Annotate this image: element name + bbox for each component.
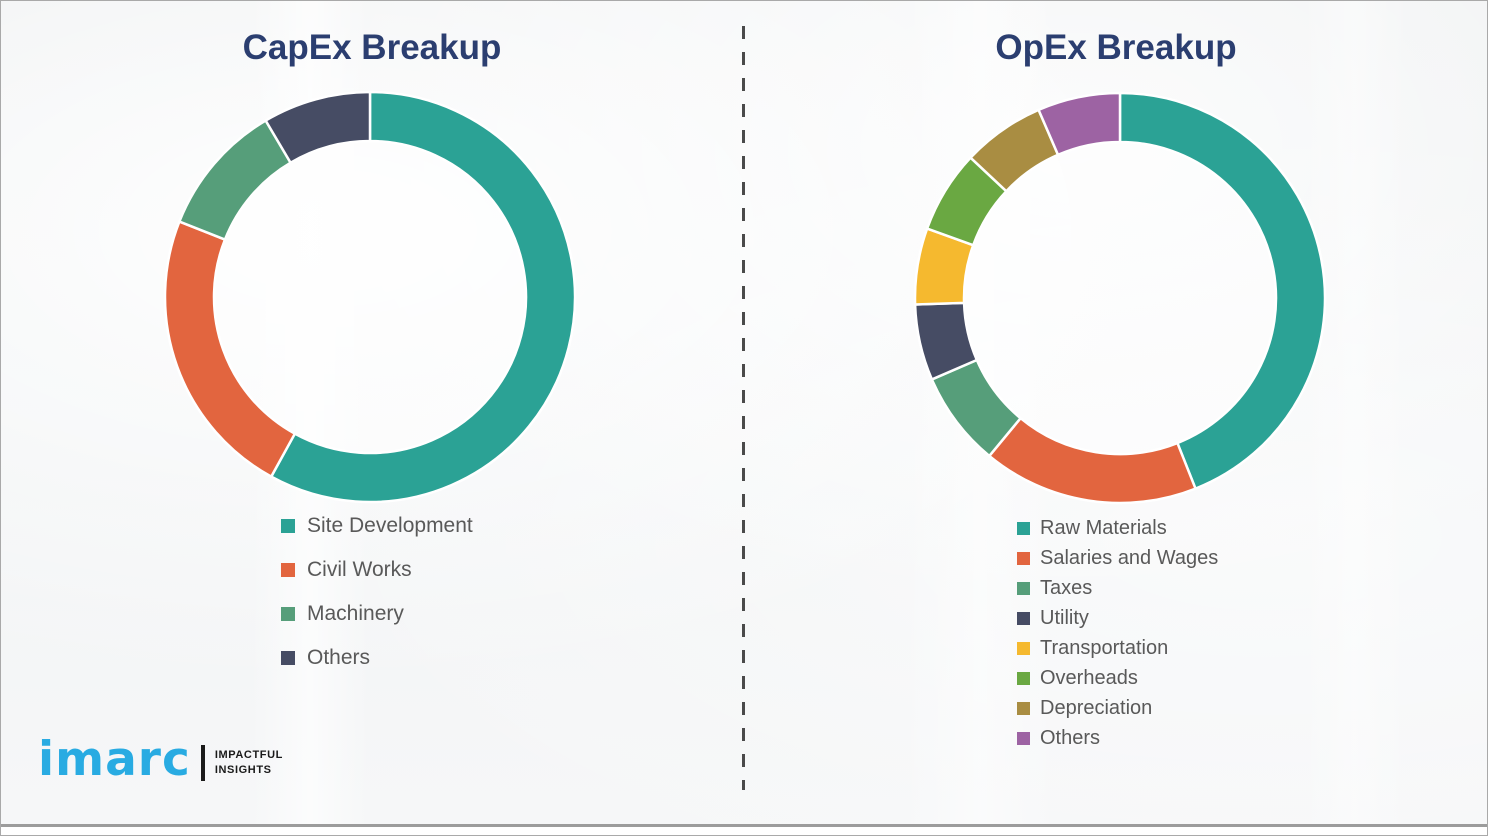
legend-swatch (1017, 732, 1030, 745)
legend-label: Others (307, 646, 371, 669)
donut-slice-raw-materials (1118, 91, 1327, 490)
logo-tagline-line2: INSIGHTS (214, 763, 272, 776)
legend-swatch (1017, 552, 1030, 565)
legend-item-utility: Utility (1017, 606, 1218, 631)
legend-swatch (1017, 702, 1030, 715)
legend-item-civil-works: Civil Works (281, 556, 473, 584)
imarc-logo: imarc IMPACTFUL INSIGHTS (38, 736, 283, 783)
legend-label: Site Development (307, 514, 473, 537)
donut-hole (964, 142, 1276, 454)
legend-swatch (1017, 672, 1030, 685)
opex-donut-chart (913, 91, 1327, 505)
legend-item-others: Others (1017, 726, 1218, 751)
legend-item-site-development: Site Development (281, 512, 473, 540)
legend-label: Others (1040, 727, 1101, 749)
legend-item-depreciation: Depreciation (1017, 696, 1218, 721)
legend-swatch (281, 607, 295, 621)
donut-hole (214, 141, 526, 453)
legend-swatch (1017, 522, 1030, 535)
background-texture (1300, 0, 1410, 824)
legend-item-machinery: Machinery (281, 600, 473, 628)
opex-legend: Raw Materials Salaries and Wages Taxes Util… (1017, 516, 1218, 756)
legend-item-transportation: Transportation (1017, 636, 1218, 661)
donut-slice-site-development (269, 90, 577, 504)
legend-item-taxes: Taxes (1017, 576, 1218, 601)
donut-slice-others (264, 90, 372, 164)
legend-item-raw-materials: Raw Materials (1017, 516, 1218, 541)
legend-label: Utility (1040, 607, 1089, 629)
logo-tagline: IMPACTFUL INSIGHTS (215, 748, 283, 778)
capex-chart-title: CapEx Breakup (242, 28, 502, 67)
legend-item-others: Others (281, 644, 473, 672)
legend-item-overheads: Overheads (1017, 666, 1218, 691)
legend-swatch (1017, 612, 1030, 625)
legend-label: Salaries and Wages (1040, 547, 1219, 569)
legend-label: Machinery (307, 602, 404, 625)
legend-swatch (281, 651, 295, 665)
legend-label: Depreciation (1040, 697, 1153, 719)
legend-swatch (1017, 642, 1030, 655)
imarc-logo-wordmark: imarc (38, 732, 191, 787)
legend-label: Overheads (1040, 667, 1138, 689)
legend-label: Raw Materials (1040, 517, 1167, 539)
opex-chart-title: OpEx Breakup (995, 28, 1237, 67)
legend-label: Taxes (1040, 577, 1093, 599)
vertical-dashed-divider (742, 26, 745, 790)
legend-item-salaries-and-wages: Salaries and Wages (1017, 546, 1218, 571)
donut-slice-others (1037, 91, 1122, 157)
logo-divider-bar (200, 744, 205, 781)
legend-swatch (281, 519, 295, 533)
slide-bottom-border (0, 824, 1488, 827)
legend-label: Transportation (1040, 637, 1169, 659)
capex-legend: Site Development Civil Works Machinery Othe… (281, 512, 473, 688)
logo-tagline-line1: IMPACTFUL (214, 748, 283, 761)
legend-swatch (281, 563, 295, 577)
legend-swatch (1017, 582, 1030, 595)
capex-donut-chart (163, 90, 577, 504)
legend-label: Civil Works (307, 558, 412, 581)
